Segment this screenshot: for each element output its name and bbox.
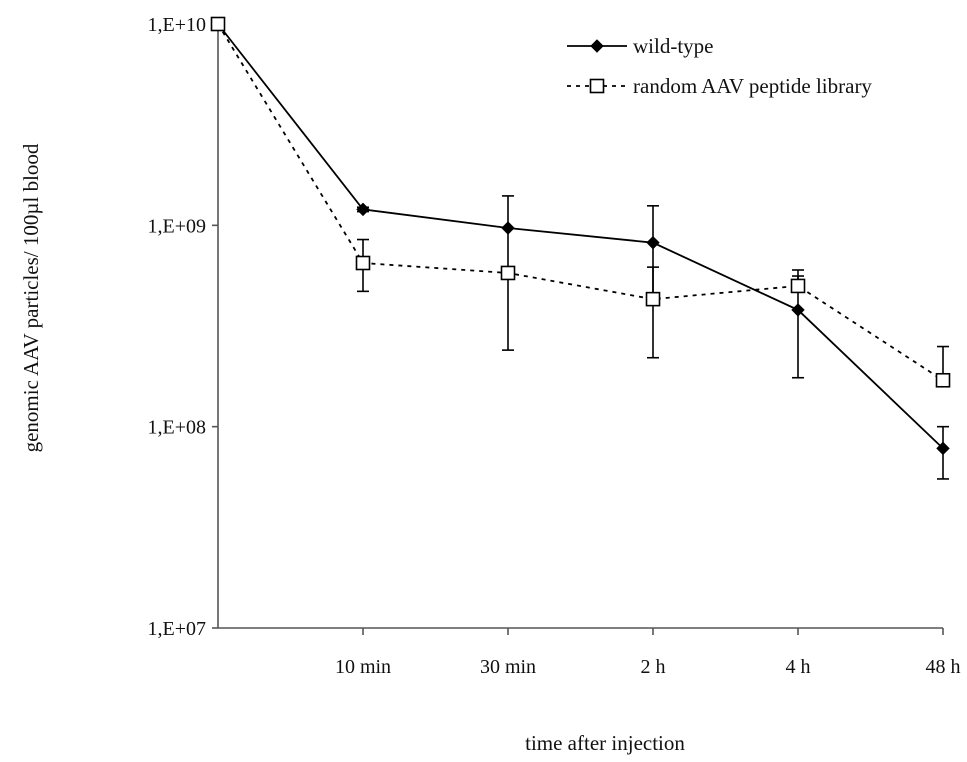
data-point-random-library <box>935 372 951 388</box>
legend-marker <box>590 39 604 53</box>
series-line <box>217 23 944 450</box>
data-point-wild-type <box>791 303 805 317</box>
y-tick-label: 1,E+07 <box>148 618 207 640</box>
x-tick-label: 48 h <box>926 656 961 678</box>
y-tick-label: 1,E+08 <box>148 417 207 439</box>
y-axis-title: genomic AAV particles/ 100µl blood <box>19 143 43 452</box>
legend-marker <box>589 78 605 94</box>
x-tick-label: 4 h <box>786 656 811 678</box>
x-ticks: 10 min 30 min 2 h 4 h 48 h <box>335 628 961 678</box>
data-point-random-library <box>355 255 371 271</box>
x-tick-label: 2 h <box>641 656 666 678</box>
series-layer <box>210 16 951 480</box>
data-point-random-library <box>210 16 226 32</box>
legend-label: random AAV peptide library <box>633 74 872 98</box>
y-tick-label: 1,E+10 <box>148 14 207 36</box>
legend-label: wild-type <box>633 34 713 58</box>
plot-area: 1,E+07 1,E+08 1,E+09 1,E+10 10 min 30 min 2 h… <box>148 14 961 678</box>
y-tick-label: 1,E+09 <box>148 215 207 237</box>
data-point-wild-type <box>356 202 370 217</box>
legend: wild-type random AAV peptide library <box>567 34 872 98</box>
series-wild-type <box>211 17 950 480</box>
legend-item: random AAV peptide library <box>567 74 872 98</box>
series-line <box>217 23 944 382</box>
data-point-wild-type <box>646 235 660 250</box>
y-ticks: 1,E+07 1,E+08 1,E+09 1,E+10 <box>148 14 218 640</box>
data-point-wild-type <box>501 221 515 235</box>
data-point-wild-type <box>936 441 950 456</box>
legend-item: wild-type <box>567 34 713 58</box>
x-tick-label: 10 min <box>335 656 391 678</box>
data-point-random-library <box>645 291 661 307</box>
x-tick-label: 30 min <box>480 656 536 678</box>
data-point-random-library <box>790 278 806 294</box>
data-point-random-library <box>500 265 516 281</box>
x-axis-title: time after injection <box>525 731 685 755</box>
series-random-library <box>210 16 951 388</box>
